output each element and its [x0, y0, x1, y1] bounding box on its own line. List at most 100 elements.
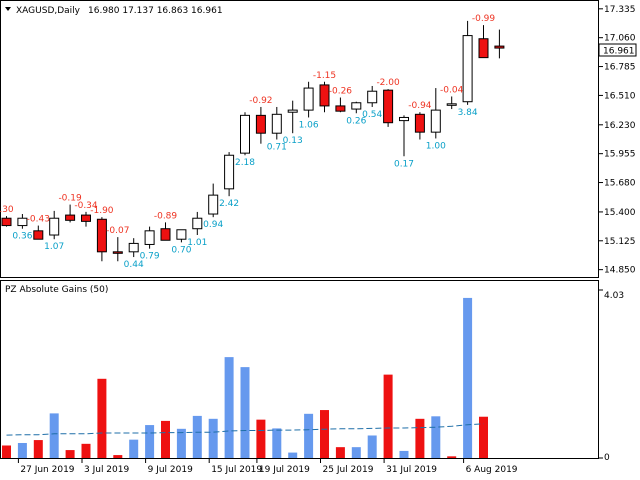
- candle-body: [462, 35, 473, 103]
- candle-gain-label: 0.54: [362, 110, 382, 120]
- candle-gain-label: -1.15: [313, 71, 336, 81]
- candle: [33, 225, 44, 240]
- candle-gain-label: .30: [0, 205, 14, 215]
- candle: [208, 183, 219, 218]
- candle: [49, 210, 60, 240]
- candle-gain-label: 0.79: [140, 252, 160, 262]
- date-tick-label: 3 Jul 2019: [84, 465, 129, 475]
- indicator-bar: [447, 456, 457, 458]
- candle-gain-label: 0.26: [346, 116, 366, 126]
- indicator-bar: [208, 418, 218, 458]
- candle-gain-label: -0.94: [408, 101, 432, 111]
- candle-gain-label: 3.84: [458, 108, 478, 118]
- candle-gain-label: 0.70: [171, 245, 191, 255]
- candle: [96, 217, 107, 262]
- candle-gain-label: 0.71: [267, 143, 287, 153]
- indicator-bar: [192, 415, 202, 458]
- price-tick-label: 14.850: [604, 266, 636, 276]
- indicator-bar: [479, 416, 488, 458]
- candle-body: [335, 105, 346, 112]
- candle-body: [96, 218, 107, 253]
- date-tick-label: 6 Aug 2019: [466, 465, 518, 475]
- candle-gain-label: 0.44: [124, 260, 144, 270]
- price-tick-label: 17.060: [604, 34, 636, 44]
- date-tick-label: 25 Jul 2019: [323, 465, 374, 475]
- price-tick-label: 15.680: [604, 179, 636, 189]
- candle: [478, 25, 489, 59]
- candle-gain-label: 0.17: [394, 159, 414, 169]
- candle: [176, 229, 187, 243]
- candle: [367, 85, 378, 107]
- candle: [81, 211, 91, 227]
- candle: [65, 204, 76, 223]
- candle-body: [208, 194, 219, 215]
- indicator-bar: [351, 447, 361, 458]
- candle-gain-label: 0.36: [12, 232, 32, 242]
- candle-body: [303, 87, 314, 111]
- candle: [240, 112, 250, 156]
- symbol-label: XAGUSD,Daily: [16, 6, 81, 16]
- indicator-bar: [2, 445, 11, 458]
- candle: [303, 81, 314, 118]
- date-axis: 27 Jun 2019 3 Jul 2019 9 Jul 2019 15 Jul 20…: [17, 459, 518, 475]
- indicator-bar: [17, 442, 27, 458]
- candle-gain-label: -0.19: [58, 194, 82, 204]
- indicator-title: PZ Absolute Gains (50): [5, 285, 108, 295]
- indicator-bar: [65, 450, 75, 458]
- indicator-axis: 4.03 0: [599, 289, 624, 463]
- date-tick-label: 27 Jun 2019: [20, 465, 74, 475]
- candle-body: [319, 84, 330, 107]
- indicator-tick-label: 4.03: [604, 291, 624, 301]
- candle-body: [17, 217, 28, 227]
- price-tick-label: 16.510: [604, 91, 636, 101]
- candle: [430, 88, 441, 139]
- candle-gain-label: -0.99: [472, 14, 496, 24]
- candle-body: [240, 114, 250, 154]
- indicator-bar: [320, 410, 329, 458]
- indicator-bars-group: [2, 297, 488, 458]
- candle: [351, 101, 362, 114]
- candle: [128, 238, 139, 258]
- candle-body: [271, 113, 282, 134]
- indicator-panel[interactable]: [0, 280, 599, 459]
- indicator-bar: [272, 428, 282, 458]
- candle: [224, 152, 235, 197]
- ohlc-label: 16.980 17.137 16.863 16.961: [88, 6, 223, 16]
- candle-gain-label: 0.13: [283, 136, 303, 146]
- candle-body: [494, 45, 505, 49]
- candle-body: [33, 230, 44, 240]
- candle: [192, 211, 203, 236]
- dropdown-arrow-icon[interactable]: [5, 7, 11, 11]
- candle-gain-label: 1.07: [44, 242, 64, 252]
- candle-body: [49, 217, 60, 236]
- indicator-bar: [81, 443, 91, 458]
- candle-body: [430, 109, 441, 133]
- date-tick-label: 19 Jul 2019: [259, 465, 310, 475]
- candle-gain-label: -0.89: [154, 211, 178, 221]
- candle-labels-group: .30 0.36 -0.43 1.07 -0.19-0.34-1.90 -0.07 0.44…: [0, 14, 495, 270]
- candle-body: [399, 116, 409, 122]
- candle: [414, 112, 425, 140]
- candle: [335, 97, 346, 113]
- candle: [494, 29, 505, 59]
- indicator-bar: [240, 367, 250, 458]
- indicator-bar: [288, 452, 298, 458]
- candle-gain-label: -0.43: [27, 215, 50, 225]
- candle-gain-label: -0.26: [329, 87, 353, 97]
- candle-body: [367, 90, 378, 104]
- candle-gain-label: -0.04: [440, 85, 464, 95]
- date-tick-label: 9 Jul 2019: [148, 465, 193, 475]
- candle-gain-label: -0.92: [249, 96, 272, 106]
- candle: [287, 100, 298, 134]
- indicator-bar: [383, 374, 393, 458]
- candle: [1, 216, 12, 227]
- candle-gain-label: -0.07: [106, 226, 129, 236]
- indicator-bar: [33, 440, 43, 458]
- indicator-bar: [399, 450, 409, 458]
- candle: [399, 115, 409, 157]
- candle-body: [160, 228, 171, 241]
- price-tick-label: 16.785: [604, 63, 636, 73]
- price-tick-label: 15.125: [604, 237, 636, 247]
- candle-gain-label: -2.00: [376, 78, 400, 88]
